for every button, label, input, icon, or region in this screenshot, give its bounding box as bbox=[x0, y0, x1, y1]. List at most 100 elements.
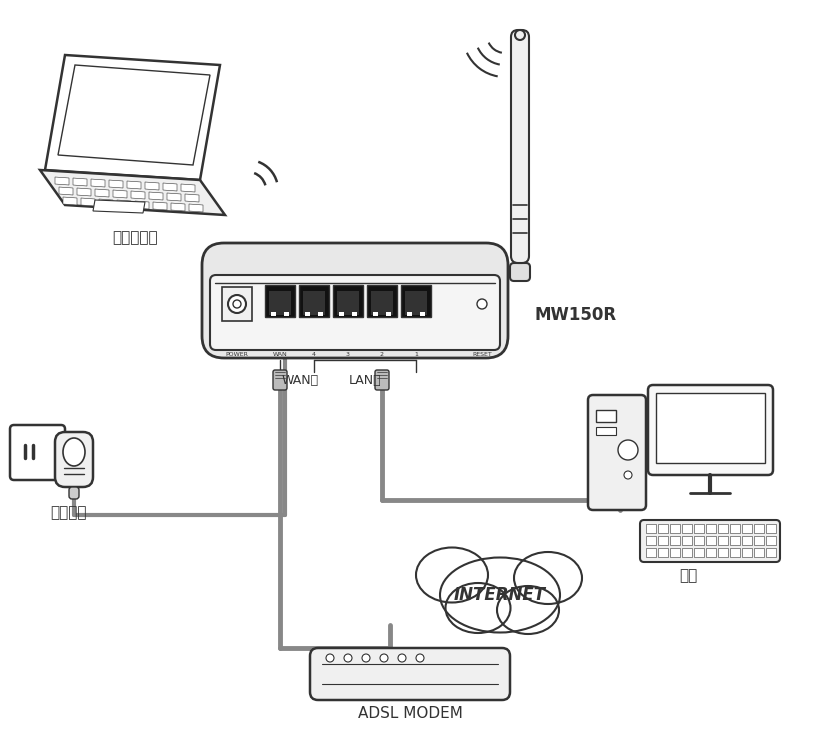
Bar bbox=[646, 524, 656, 533]
Polygon shape bbox=[163, 183, 177, 191]
FancyBboxPatch shape bbox=[210, 275, 500, 350]
Bar bbox=[401, 285, 431, 317]
Bar bbox=[682, 524, 692, 533]
Text: 1: 1 bbox=[414, 352, 418, 357]
Polygon shape bbox=[109, 180, 123, 188]
Polygon shape bbox=[135, 201, 149, 209]
Text: WAN: WAN bbox=[273, 352, 287, 357]
Ellipse shape bbox=[446, 583, 510, 633]
Bar bbox=[658, 536, 668, 545]
Bar bbox=[352, 312, 357, 316]
Bar bbox=[730, 524, 740, 533]
Bar bbox=[596, 410, 616, 422]
Polygon shape bbox=[167, 193, 181, 201]
Bar bbox=[596, 427, 616, 435]
Text: 笔记本电脑: 笔记本电脑 bbox=[112, 230, 158, 245]
FancyBboxPatch shape bbox=[510, 263, 530, 281]
FancyBboxPatch shape bbox=[202, 243, 508, 358]
Circle shape bbox=[326, 654, 334, 662]
Text: POWER: POWER bbox=[225, 352, 248, 357]
FancyBboxPatch shape bbox=[273, 370, 287, 390]
Bar bbox=[754, 536, 764, 545]
Polygon shape bbox=[81, 198, 95, 206]
Polygon shape bbox=[189, 204, 203, 212]
FancyBboxPatch shape bbox=[511, 30, 529, 263]
Bar bbox=[742, 524, 752, 533]
Bar bbox=[718, 524, 728, 533]
Bar bbox=[265, 285, 295, 317]
Text: 3: 3 bbox=[346, 352, 350, 357]
Circle shape bbox=[477, 299, 487, 309]
Bar bbox=[694, 524, 704, 533]
Polygon shape bbox=[58, 65, 210, 165]
Bar bbox=[658, 524, 668, 533]
Circle shape bbox=[380, 654, 388, 662]
Bar bbox=[670, 536, 680, 545]
Polygon shape bbox=[117, 200, 131, 208]
Bar bbox=[269, 291, 291, 315]
Bar bbox=[656, 393, 765, 463]
Text: INTERNET: INTERNET bbox=[454, 586, 546, 604]
Text: 4: 4 bbox=[312, 352, 316, 357]
FancyBboxPatch shape bbox=[648, 385, 773, 475]
Polygon shape bbox=[181, 184, 195, 192]
Bar bbox=[407, 312, 412, 316]
Bar bbox=[742, 536, 752, 545]
Bar bbox=[670, 548, 680, 557]
Polygon shape bbox=[171, 203, 185, 211]
Bar bbox=[670, 524, 680, 533]
Text: LAN口: LAN口 bbox=[349, 374, 382, 387]
Ellipse shape bbox=[440, 557, 560, 633]
Bar bbox=[658, 548, 668, 557]
Text: ADSL MODEM: ADSL MODEM bbox=[358, 706, 463, 721]
FancyBboxPatch shape bbox=[588, 395, 646, 510]
Polygon shape bbox=[127, 181, 141, 189]
Polygon shape bbox=[55, 177, 69, 185]
Circle shape bbox=[362, 654, 370, 662]
Bar bbox=[754, 548, 764, 557]
Bar bbox=[371, 291, 393, 315]
Text: 2: 2 bbox=[380, 352, 384, 357]
Polygon shape bbox=[149, 192, 163, 200]
Text: MW150R: MW150R bbox=[535, 306, 618, 324]
Bar bbox=[682, 536, 692, 545]
Ellipse shape bbox=[497, 586, 559, 634]
Bar bbox=[299, 285, 329, 317]
Bar bbox=[706, 536, 716, 545]
Bar bbox=[337, 291, 359, 315]
Polygon shape bbox=[77, 188, 91, 196]
Bar bbox=[405, 291, 427, 315]
Bar bbox=[367, 285, 397, 317]
Bar bbox=[742, 548, 752, 557]
Bar bbox=[318, 312, 323, 316]
FancyBboxPatch shape bbox=[375, 370, 389, 390]
Ellipse shape bbox=[514, 552, 582, 604]
Bar bbox=[373, 312, 378, 316]
Bar bbox=[706, 524, 716, 533]
Ellipse shape bbox=[416, 548, 488, 603]
Bar bbox=[766, 524, 776, 533]
Polygon shape bbox=[93, 200, 145, 213]
Polygon shape bbox=[113, 190, 127, 198]
Polygon shape bbox=[95, 189, 109, 197]
Bar bbox=[754, 524, 764, 533]
Polygon shape bbox=[40, 170, 225, 215]
Bar bbox=[730, 548, 740, 557]
Bar bbox=[682, 548, 692, 557]
Bar bbox=[646, 536, 656, 545]
Bar bbox=[222, 287, 252, 321]
Polygon shape bbox=[63, 197, 77, 205]
FancyBboxPatch shape bbox=[69, 487, 79, 499]
FancyBboxPatch shape bbox=[10, 425, 65, 480]
Polygon shape bbox=[59, 187, 73, 195]
FancyBboxPatch shape bbox=[640, 520, 780, 562]
Bar bbox=[718, 548, 728, 557]
Polygon shape bbox=[99, 199, 113, 207]
Bar bbox=[420, 312, 425, 316]
Circle shape bbox=[344, 654, 352, 662]
FancyBboxPatch shape bbox=[310, 648, 510, 700]
Bar bbox=[386, 312, 391, 316]
Circle shape bbox=[228, 295, 246, 313]
Bar bbox=[694, 548, 704, 557]
Bar bbox=[706, 548, 716, 557]
